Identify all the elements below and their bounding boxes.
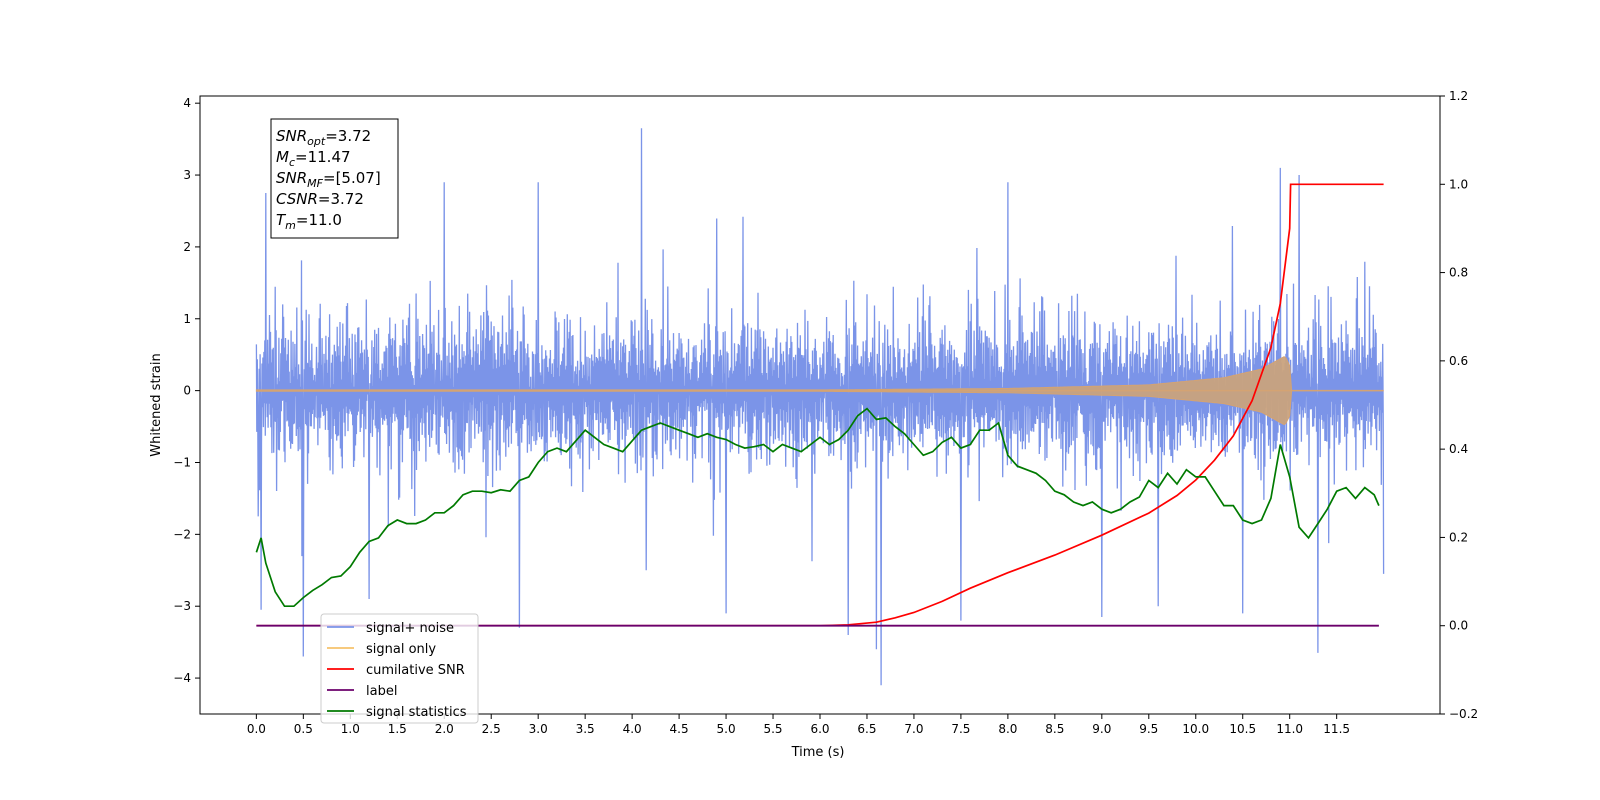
legend-label: signal statistics [366,705,467,720]
y-axis-label: Whitened strain [149,353,164,456]
x-tick-label: 7.5 [951,722,970,736]
legend: signal+ noise signal only cumilative SNR la… [320,613,479,724]
legend-frame [320,613,479,724]
annotation-line: Mc=11.47 [276,148,351,169]
y-left-tick-label: −2 [173,527,191,541]
series-signal-statistics [255,407,1380,608]
x-tick-label: 1.5 [388,722,407,736]
annotation-subscript: m [285,219,296,232]
x-tick-label: 11.0 [1276,722,1303,736]
annotation-value: =11.0 [296,211,342,229]
y-right-axis: −0.2 0.0 0.2 0.4 0.6 0.8 1.0 1.2 [1440,89,1478,721]
y-left-tick-label: −1 [173,455,191,469]
y-right-tick-label: 0.2 [1449,530,1468,544]
annotation-symbol: CSNR [276,190,318,208]
annotation-line: SNRopt=3.72 [276,127,371,148]
y-left-tick-label: 0 [183,384,191,398]
x-tick-label: 2.5 [482,722,501,736]
annotation-symbol: M [276,148,289,166]
x-tick-label: 9.0 [1092,722,1111,736]
x-axis-label: Time (s) [791,745,845,760]
y-left-tick-label: 4 [183,96,191,110]
y-right-tick-label: 0.4 [1449,442,1468,456]
annotation-value: =3.72 [325,127,371,145]
y-left-tick-label: 1 [183,312,191,326]
annotation-value: =3.72 [318,190,364,208]
annotation-value: =[5.07] [323,169,381,187]
y-left-tick-label: 2 [183,240,191,254]
x-tick-label: 4.5 [670,722,689,736]
annotation-line: Tm=11.0 [276,211,342,232]
y-right-tick-label: 0.6 [1449,354,1468,368]
x-tick-label: 0.0 [247,722,266,736]
annotation-subscript: MF [307,177,323,190]
annotation-line: CSNR=3.72 [276,190,364,208]
x-tick-label: 8.0 [998,722,1017,736]
legend-label: signal+ noise [366,621,454,636]
y-left-tick-label: −3 [173,599,191,613]
y-right-tick-label: 1.2 [1449,89,1468,103]
x-tick-label: 9.5 [1139,722,1158,736]
x-tick-label: 5.5 [763,722,782,736]
legend-label: label [366,684,397,699]
x-tick-label: 3.5 [576,722,595,736]
y-right-tick-label: 0.8 [1449,266,1468,280]
y-right-tick-label: −0.2 [1449,707,1478,721]
y-left-axis: −4 −3 −2 −1 0 1 2 3 4 [173,96,200,685]
x-tick-label: 1.0 [341,722,360,736]
y-right-tick-label: 1.0 [1449,177,1468,191]
annotation-symbol: SNR [276,169,307,187]
annotation-frame [270,118,399,239]
series-cumilative-snr [256,183,1384,627]
annotation-symbol: T [276,211,287,229]
x-tick-label: 2.0 [435,722,454,736]
y-left-tick-label: −4 [173,671,191,685]
legend-label: cumilative SNR [366,663,465,678]
plot-area [255,128,1385,686]
x-tick-label: 4.0 [623,722,642,736]
x-tick-label: 7.0 [904,722,923,736]
y-right-tick-label: 0.0 [1449,619,1468,633]
x-tick-label: 10.5 [1229,722,1256,736]
x-tick-label: 5.0 [717,722,736,736]
x-tick-label: 10.0 [1182,722,1209,736]
annotation-symbol: SNR [276,127,307,145]
x-tick-label: 8.5 [1045,722,1064,736]
x-tick-label: 6.5 [857,722,876,736]
annotation-subscript: c [289,156,295,169]
x-tick-label: 6.0 [810,722,829,736]
annotation-subscript: opt [307,135,326,148]
x-tick-label: 3.0 [529,722,548,736]
legend-label: signal only [366,642,436,657]
x-tick-label: 11.5 [1323,722,1350,736]
x-axis: 0.0 0.5 1.0 1.5 2.0 2.5 3.0 3.5 4.0 4.5 5.0 5.5 6.0 6… [247,714,1350,736]
annotation-line: SNRMF=[5.07] [276,169,381,190]
x-tick-label: 0.5 [294,722,313,736]
annotation-box: SNRopt=3.72Mc=11.47SNRMF=[5.07]CSNR=3.72… [270,118,399,239]
annotation-value: =11.47 [295,148,351,166]
series-signal-noise [255,128,1385,686]
y-left-tick-label: 3 [183,168,191,182]
